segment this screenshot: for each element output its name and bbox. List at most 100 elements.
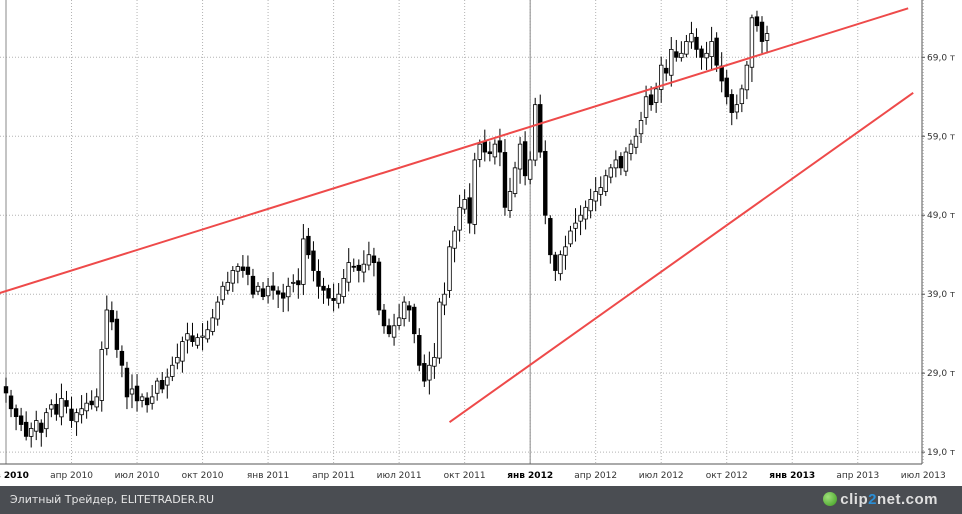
candle-body — [623, 151, 629, 172]
candle — [336, 283, 341, 309]
candle-body — [49, 404, 54, 410]
candle-body — [104, 309, 109, 349]
candle-body — [351, 265, 356, 268]
candle-body — [8, 395, 14, 410]
candle-body — [749, 17, 755, 68]
candle-body — [603, 175, 608, 192]
candle — [563, 235, 568, 270]
candle-body — [84, 402, 89, 412]
candle — [220, 281, 225, 305]
candle-body — [331, 298, 336, 301]
candle-body — [129, 388, 135, 395]
candle — [321, 277, 326, 304]
candle — [170, 356, 175, 382]
candle-body — [270, 285, 276, 291]
candle — [109, 301, 115, 331]
candle-body — [376, 261, 382, 311]
candle-body — [512, 167, 518, 194]
candle-body — [165, 376, 170, 386]
candle — [240, 255, 246, 278]
x-tick-label: июл 2011 — [377, 471, 422, 481]
x-tick-label: апр 2011 — [312, 471, 355, 481]
candle — [538, 94, 543, 158]
candle — [99, 341, 104, 412]
x-tick-label: окт 2011 — [444, 471, 486, 481]
candle-body — [286, 285, 291, 298]
logo-part-4: .com — [900, 491, 938, 508]
candle-body — [346, 262, 351, 283]
candle — [175, 343, 180, 370]
candle-body — [578, 214, 583, 222]
candle — [18, 407, 24, 432]
candle-body — [472, 159, 477, 225]
candle — [452, 225, 457, 263]
candle-body — [28, 428, 34, 437]
candle — [417, 328, 422, 372]
candle-body — [220, 285, 225, 301]
candle — [401, 296, 407, 327]
candle-body — [361, 263, 367, 273]
y-tick-label: 49,0 т — [927, 211, 955, 221]
candle — [79, 395, 84, 424]
candle-body — [74, 412, 79, 423]
candle — [89, 390, 94, 410]
gridlines — [0, 0, 924, 464]
candle-body — [260, 288, 266, 297]
x-tick-label: июл 2013 — [901, 471, 946, 481]
x-tick-label: июл 2010 — [115, 471, 160, 481]
candle — [462, 189, 467, 214]
candle — [492, 139, 498, 165]
candle-body — [422, 363, 427, 382]
candle-body — [381, 309, 387, 327]
candles — [3, 10, 770, 448]
candle-body — [487, 151, 493, 155]
candle-body — [180, 341, 185, 362]
candle-body — [230, 270, 235, 284]
candle — [245, 255, 251, 286]
candle-body — [593, 191, 598, 202]
candle — [739, 84, 745, 113]
candle — [381, 303, 387, 334]
candle-body — [396, 317, 402, 326]
candle — [180, 336, 185, 373]
candle-body — [391, 325, 397, 338]
candle-body — [563, 246, 568, 256]
candle — [361, 250, 367, 283]
candle — [553, 251, 558, 282]
candle — [679, 41, 684, 62]
candle — [286, 277, 291, 312]
candle — [734, 94, 739, 120]
candle-body — [618, 156, 624, 169]
candle — [664, 59, 669, 82]
candle-body — [734, 104, 739, 113]
candle-body — [291, 281, 296, 284]
y-tick-label: 69,0 т — [927, 53, 955, 63]
candle — [648, 86, 654, 111]
candle — [64, 390, 69, 414]
candle-body — [558, 254, 563, 275]
candle-body — [588, 199, 593, 212]
candle-body — [195, 337, 200, 346]
candle-body — [699, 48, 704, 58]
x-tick-label: янв 2013 — [769, 471, 815, 481]
candle-body — [321, 285, 326, 291]
candle-body — [316, 270, 321, 287]
candle-body — [265, 285, 271, 297]
candle-body — [543, 150, 548, 216]
candle-body — [462, 199, 467, 210]
candle — [23, 411, 29, 441]
candle — [124, 361, 130, 410]
candle-body — [442, 293, 447, 306]
candlestick-chart: 19,0 т 29,0 т 39,0 т 49,0 т 59,0 т 69,0 т янв … — [0, 0, 956, 481]
x-tick-label: июл 2012 — [639, 471, 684, 481]
candle — [34, 410, 39, 441]
candle — [669, 36, 674, 87]
candle — [154, 377, 160, 401]
candle — [754, 10, 760, 32]
candle — [396, 304, 402, 330]
candle — [84, 392, 89, 419]
candle — [603, 169, 608, 197]
candle — [659, 56, 664, 103]
candle — [543, 140, 548, 225]
candle — [255, 282, 261, 296]
